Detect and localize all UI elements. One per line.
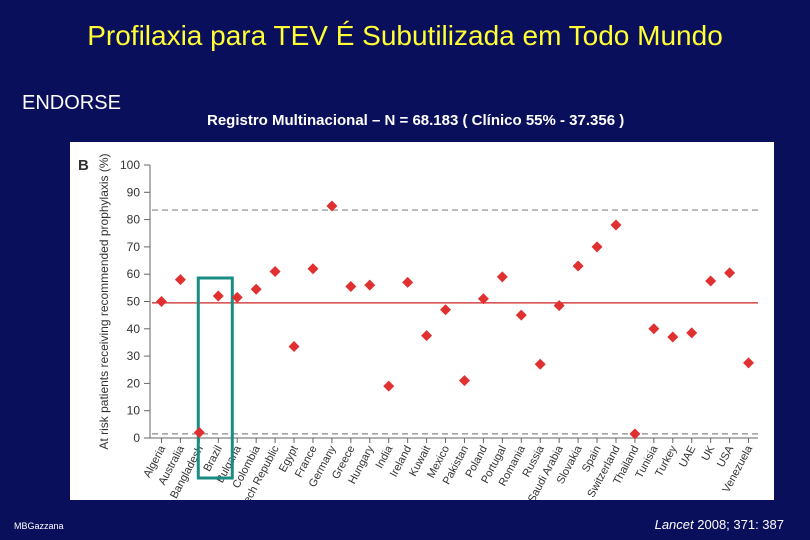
data-point bbox=[686, 327, 698, 339]
citation-journal: Lancet bbox=[654, 517, 694, 532]
data-point bbox=[269, 265, 281, 277]
data-point bbox=[250, 283, 262, 295]
data-point bbox=[458, 375, 470, 387]
data-point bbox=[515, 309, 527, 321]
data-point bbox=[743, 357, 755, 369]
data-point bbox=[724, 267, 736, 279]
y-tick-label: 70 bbox=[127, 240, 141, 254]
y-tick-label: 40 bbox=[127, 322, 141, 336]
y-tick-label: 20 bbox=[127, 376, 141, 390]
data-point bbox=[648, 323, 660, 335]
y-tick-label: 50 bbox=[127, 295, 141, 309]
highlight-box bbox=[196, 276, 234, 480]
registry-description: Registro Multinacional – N = 68.183 ( Cl… bbox=[207, 112, 625, 129]
data-point bbox=[174, 274, 186, 286]
x-tick-label: UAE bbox=[677, 444, 698, 470]
data-point bbox=[193, 427, 205, 439]
citation-details: 2008; 371: 387 bbox=[693, 517, 784, 532]
data-point bbox=[610, 219, 622, 231]
data-point bbox=[421, 330, 433, 342]
data-point bbox=[326, 200, 338, 212]
data-point bbox=[553, 300, 565, 312]
author-credit: MBGazzana bbox=[14, 521, 64, 531]
y-tick-label: 80 bbox=[127, 213, 141, 227]
panel-label: B bbox=[78, 157, 89, 174]
data-point bbox=[440, 304, 452, 316]
citation: Lancet 2008; 371: 387 bbox=[655, 517, 784, 532]
data-point bbox=[667, 331, 679, 343]
y-tick-label: 60 bbox=[127, 267, 141, 281]
data-point bbox=[591, 241, 603, 253]
data-point bbox=[629, 428, 641, 440]
scatter-chart: B At risk patients receiving recommended … bbox=[78, 153, 758, 517]
data-point bbox=[705, 275, 717, 287]
data-point bbox=[288, 341, 300, 353]
data-point bbox=[477, 293, 489, 305]
data-point bbox=[383, 380, 395, 392]
study-name: ENDORSE bbox=[22, 92, 121, 114]
x-tick-label: UK bbox=[700, 443, 718, 463]
y-tick-label: 10 bbox=[127, 404, 141, 418]
y-axis-title: At risk patients receiving recommended p… bbox=[97, 153, 111, 449]
y-tick-label: 0 bbox=[133, 431, 140, 445]
chart-panel: B At risk patients receiving recommended … bbox=[70, 142, 774, 517]
data-point bbox=[572, 260, 584, 272]
y-tick-label: 30 bbox=[127, 349, 141, 363]
data-point bbox=[496, 271, 508, 283]
y-tick-label: 90 bbox=[127, 185, 141, 199]
data-point bbox=[402, 276, 414, 288]
data-point bbox=[212, 290, 224, 302]
data-point bbox=[534, 358, 546, 370]
slide-title: Profilaxia para TEV É Subutilizada em To… bbox=[87, 20, 723, 51]
data-point bbox=[364, 279, 376, 291]
data-point bbox=[155, 296, 167, 307]
y-tick-label: 100 bbox=[120, 158, 140, 172]
data-point bbox=[307, 263, 319, 275]
data-point bbox=[231, 291, 243, 303]
data-point bbox=[345, 280, 357, 292]
